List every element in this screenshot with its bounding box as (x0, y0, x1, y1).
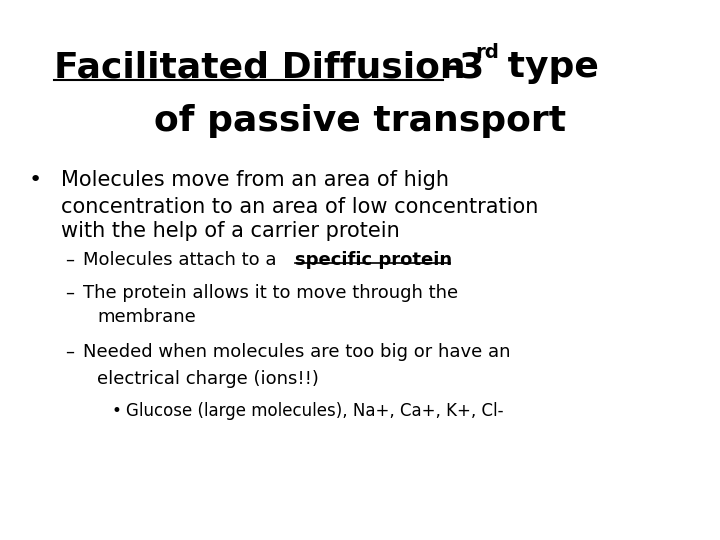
Text: -3: -3 (444, 51, 484, 84)
Text: Molecules attach to a: Molecules attach to a (83, 251, 282, 269)
Text: Facilitated Diffusion: Facilitated Diffusion (54, 51, 466, 84)
Text: –: – (65, 251, 73, 269)
Text: rd: rd (475, 43, 499, 62)
Text: –: – (65, 284, 73, 301)
Text: Glucose (large molecules), Na+, Ca+, K+, Cl-: Glucose (large molecules), Na+, Ca+, K+,… (126, 402, 503, 420)
Text: with the help of a carrier protein: with the help of a carrier protein (61, 221, 400, 241)
Text: membrane: membrane (97, 308, 196, 326)
Text: The protein allows it to move through the: The protein allows it to move through th… (83, 284, 458, 301)
Text: concentration to an area of low concentration: concentration to an area of low concentr… (61, 197, 539, 217)
Text: –: – (65, 343, 73, 361)
Text: type: type (495, 51, 599, 84)
Text: electrical charge (ions!!): electrical charge (ions!!) (97, 370, 319, 388)
Text: Molecules move from an area of high: Molecules move from an area of high (61, 170, 449, 190)
Text: Needed when molecules are too big or have an: Needed when molecules are too big or hav… (83, 343, 510, 361)
Text: •: • (29, 170, 42, 190)
Text: specific protein: specific protein (295, 251, 452, 269)
Text: •: • (112, 402, 122, 420)
Text: of passive transport: of passive transport (154, 105, 566, 138)
